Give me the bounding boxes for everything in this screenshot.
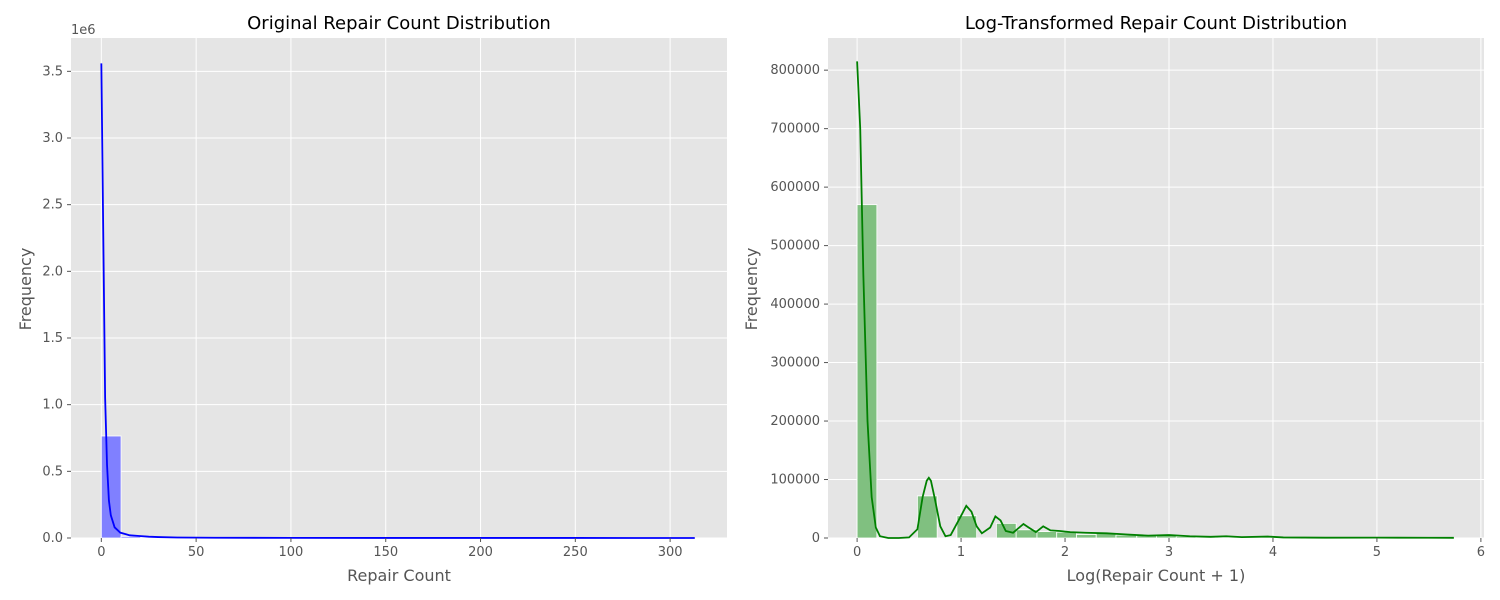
left-ytick-label-3: 1.5 [42, 331, 63, 346]
right-ytick-label-1: 100000 [770, 473, 820, 488]
right-ytick-label-2: 200000 [770, 414, 820, 429]
left-ytick-label-4: 2.0 [42, 264, 63, 279]
right-ytick-label-6: 600000 [770, 180, 820, 195]
right-chart-title: Log-Transformed Repair Count Distributio… [965, 13, 1347, 34]
right-xtick-label-0: 0 [853, 545, 861, 560]
left-y-offset-label: 1e6 [71, 23, 96, 38]
right-ytick-label-3: 300000 [770, 356, 820, 371]
right-bar-5 [1036, 531, 1058, 539]
right-tick-labels: 0 1 2 3 4 5 6 0 100000 200000 300000 400000 500000 60… [770, 63, 1485, 560]
left-xtick-label-3: 150 [373, 545, 398, 560]
left-kde-curve [100, 63, 695, 539]
right-chart-panel: 0 1 2 3 4 5 6 0 100000 200000 300000 400000 500000 60… [742, 13, 1485, 585]
left-xtick-label-2: 100 [279, 545, 304, 560]
right-ytick-label-8: 800000 [770, 63, 820, 78]
left-xtick-label-1: 50 [188, 545, 205, 560]
left-xtick-label-4: 200 [468, 545, 493, 560]
left-chart-panel: 0 50 100 150 200 250 300 0.0 0.5 1.0 1.5 2.0 2.5 3.0 3… [16, 13, 727, 585]
left-ytick-label-6: 3.0 [42, 131, 63, 146]
left-ytick-label-5: 2.5 [42, 198, 63, 213]
left-plot-area [71, 38, 727, 538]
right-xtick-label-4: 4 [1269, 545, 1277, 560]
right-y-axis-label: Frequency [742, 248, 761, 331]
right-xtick-label-3: 3 [1165, 545, 1173, 560]
right-ytick-label-7: 700000 [770, 122, 820, 137]
left-ytick-label-7: 3.5 [42, 64, 63, 79]
left-kde-line [100, 63, 695, 539]
right-bar-7 [1076, 534, 1097, 539]
left-ytick-label-0: 0.0 [42, 531, 63, 546]
right-xtick-label-6: 6 [1477, 545, 1485, 560]
left-grid [71, 38, 727, 539]
right-x-axis-label: Log(Repair Count + 1) [1067, 566, 1246, 585]
right-ytick-label-4: 400000 [770, 297, 820, 312]
left-y-axis-label: Frequency [16, 248, 35, 331]
left-chart-title: Original Repair Count Distribution [247, 13, 551, 34]
left-ytick-label-1: 0.5 [42, 464, 63, 479]
left-xtick-label-6: 300 [658, 545, 683, 560]
left-tick-labels: 0 50 100 150 200 250 300 0.0 0.5 1.0 1.5 2.0 2.5 3.0 3… [42, 64, 682, 560]
right-bar-1 [917, 495, 938, 539]
right-ytick-label-0: 0 [812, 531, 820, 546]
left-bar-0 [100, 435, 122, 539]
left-x-axis-label: Repair Count [347, 566, 451, 585]
right-kde-curve [856, 61, 1454, 539]
right-xtick-label-2: 2 [1061, 545, 1069, 560]
right-ytick-label-5: 500000 [770, 239, 820, 254]
right-xtick-label-5: 5 [1373, 545, 1381, 560]
right-plot-area [828, 38, 1484, 538]
right-kde-line [856, 61, 1454, 539]
left-xtick-label-0: 0 [97, 545, 105, 560]
left-xtick-label-5: 250 [563, 545, 588, 560]
left-ytick-label-2: 1.0 [42, 398, 63, 413]
right-xtick-label-1: 1 [957, 545, 965, 560]
